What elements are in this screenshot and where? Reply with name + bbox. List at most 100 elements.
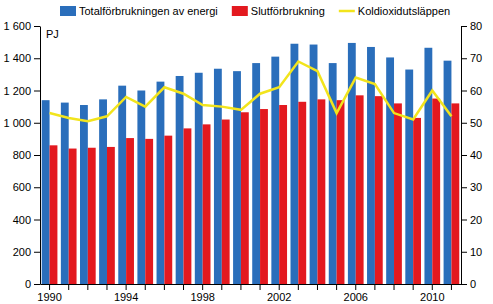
tick: [164, 284, 165, 290]
tick-mark: [34, 155, 40, 156]
axis-line: [40, 27, 41, 285]
tick: 70: [461, 52, 482, 64]
tick: 800: [13, 149, 40, 161]
bar: [290, 44, 298, 284]
bar: [61, 103, 69, 284]
tick-mark: [183, 284, 184, 290]
bar: [386, 57, 394, 284]
legend: Totalförbrukningen av energi Slutförbrukn…: [60, 5, 450, 17]
tick: [221, 284, 222, 290]
tick: [298, 284, 299, 290]
tick-mark: [240, 284, 241, 290]
tick-mark: [68, 284, 69, 290]
tick: [260, 284, 261, 290]
tick-label: 2010: [420, 291, 444, 303]
tick-mark: [126, 284, 127, 290]
tick: 60: [461, 85, 482, 97]
tick-label: 800: [13, 149, 31, 161]
bar: [317, 99, 325, 284]
tick-label: 30: [470, 181, 482, 193]
tick: 600: [13, 181, 40, 193]
bar: [118, 86, 126, 284]
plot: 02004006008001 0001 2001 4001 6000102030…: [3, 20, 482, 303]
x-axis: 199019941998200220062010: [37, 284, 461, 303]
bar: [107, 147, 115, 284]
tick: [413, 284, 414, 290]
tick-label: 10: [470, 246, 482, 258]
tick-label: 600: [13, 181, 31, 193]
bar: [80, 105, 88, 284]
tick: [145, 284, 146, 290]
tick-mark: [461, 123, 467, 124]
tick: 0: [461, 278, 476, 290]
bar: [310, 45, 318, 284]
tick: 1 000: [3, 117, 40, 129]
tick-mark: [34, 252, 40, 253]
tick-mark: [164, 284, 165, 290]
bar: [50, 145, 58, 284]
bar: [99, 99, 107, 284]
bar: [145, 139, 153, 284]
tick: 1 600: [3, 20, 40, 32]
legend-label: Koldioxidutsläppen: [358, 5, 450, 17]
bar: [42, 100, 50, 284]
tick-label: 1990: [37, 291, 61, 303]
tick-mark: [34, 91, 40, 92]
tick: [106, 284, 107, 290]
tick-label: 2006: [344, 291, 368, 303]
tick-mark: [461, 26, 467, 27]
bar: [157, 82, 165, 284]
bar: [176, 76, 184, 284]
tick: 0: [25, 278, 40, 290]
tick-mark: [374, 284, 375, 290]
legend-label: Slutförbrukning: [251, 5, 325, 17]
bar: [298, 102, 306, 284]
tick: [183, 284, 184, 290]
tick-label: 0: [470, 278, 476, 290]
tick: 2010: [420, 284, 444, 303]
tick-label: 400: [13, 214, 31, 226]
bar: [432, 99, 440, 284]
bar: [424, 48, 432, 284]
tick-mark: [221, 284, 222, 290]
tick-mark: [451, 284, 452, 290]
tick: [374, 284, 375, 290]
y-axis: 02004006008001 0001 2001 4001 600: [3, 20, 40, 290]
bar: [203, 124, 211, 284]
bar: [137, 91, 145, 285]
bar: [405, 70, 413, 284]
y2-axis: 01020304050607080: [461, 20, 482, 290]
bar: [394, 103, 402, 284]
tick-mark: [413, 284, 414, 290]
tick-label: 1994: [114, 291, 138, 303]
tick-mark: [394, 284, 395, 290]
bar: [444, 61, 452, 284]
tick-mark: [336, 284, 337, 290]
legend-swatch: [60, 6, 76, 16]
tick-mark: [279, 284, 280, 290]
tick: 1990: [37, 284, 61, 303]
tick: [394, 284, 395, 290]
tick: [68, 284, 69, 290]
tick-label: 40: [470, 149, 482, 161]
axis-line: [41, 284, 462, 285]
marks: [42, 43, 460, 284]
tick-label: 60: [470, 85, 482, 97]
bar: [233, 71, 241, 284]
tick: 400: [13, 214, 40, 226]
chart: 02004006008001 0001 2001 4001 6000102030…: [0, 0, 493, 304]
legend-item: Totalförbrukningen av energi: [60, 5, 218, 17]
tick-mark: [87, 284, 88, 290]
tick: 50: [461, 117, 482, 129]
bar: [69, 149, 77, 284]
tick-label: 0: [25, 278, 31, 290]
bar: [214, 69, 222, 284]
tick-label: 20: [470, 214, 482, 226]
tick: 1 200: [3, 85, 40, 97]
bar: [222, 120, 230, 284]
legend-item: Slutförbrukning: [232, 5, 325, 17]
tick: 2006: [344, 284, 368, 303]
tick-mark: [34, 220, 40, 221]
axis-label: PJ: [46, 28, 59, 40]
tick-label: 1 600: [3, 20, 31, 32]
